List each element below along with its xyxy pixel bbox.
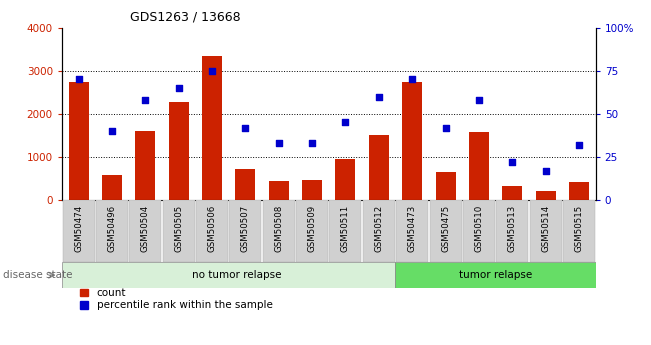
Bar [102,175,122,200]
Point [440,125,450,130]
Bar [302,180,322,200]
Bar [62,200,94,262]
Bar [463,200,495,262]
Bar [363,200,395,262]
Bar [135,131,155,200]
Bar [369,135,389,200]
Point [374,94,384,99]
Point [340,120,351,125]
Bar [96,200,128,262]
Point [574,142,584,148]
Bar [263,200,295,262]
Bar [530,200,562,262]
Bar [496,200,528,262]
Text: GSM50496: GSM50496 [107,205,117,252]
Point [474,97,484,103]
Text: GSM50514: GSM50514 [541,205,550,252]
Bar [503,186,522,200]
Point [107,128,117,134]
Point [540,168,551,174]
Bar [269,181,289,200]
Legend: count, percentile rank within the sample: count, percentile rank within the sample [80,288,273,310]
Text: GSM50475: GSM50475 [441,205,450,252]
Bar [329,200,361,262]
Bar [236,169,255,200]
Text: GDS1263 / 13668: GDS1263 / 13668 [130,10,241,23]
Bar [68,81,89,200]
Text: GSM50509: GSM50509 [307,205,316,252]
Text: GSM50507: GSM50507 [241,205,250,252]
Bar [569,181,589,200]
Text: disease state: disease state [3,270,73,280]
Bar [335,159,355,200]
Bar [469,132,489,200]
Text: tumor relapse: tumor relapse [459,270,533,280]
Bar [202,56,222,200]
Text: no tumor relapse: no tumor relapse [192,270,282,280]
Bar [396,262,596,288]
Text: GSM50505: GSM50505 [174,205,183,252]
Point [273,140,284,146]
Bar [163,200,195,262]
Point [307,140,317,146]
Text: GSM50512: GSM50512 [374,205,383,252]
Point [207,68,217,73]
Point [507,159,518,165]
Point [173,85,184,91]
Bar [62,262,396,288]
Bar [563,200,595,262]
Bar [430,200,462,262]
Point [407,77,417,82]
Text: GSM50473: GSM50473 [408,205,417,252]
Bar [169,102,189,200]
Bar [229,200,261,262]
Bar [536,191,556,200]
Point [140,97,150,103]
Text: GSM50515: GSM50515 [574,205,583,252]
Text: GSM50474: GSM50474 [74,205,83,252]
Point [240,125,251,130]
Text: GSM50506: GSM50506 [208,205,217,252]
Text: GSM50511: GSM50511 [341,205,350,252]
Bar [296,200,328,262]
Bar [196,200,228,262]
Text: GSM50510: GSM50510 [475,205,484,252]
Bar [130,200,161,262]
Text: GSM50513: GSM50513 [508,205,517,252]
Bar [396,200,428,262]
Text: GSM50508: GSM50508 [274,205,283,252]
Bar [436,172,456,200]
Point [74,77,84,82]
Bar [402,81,422,200]
Text: GSM50504: GSM50504 [141,205,150,252]
